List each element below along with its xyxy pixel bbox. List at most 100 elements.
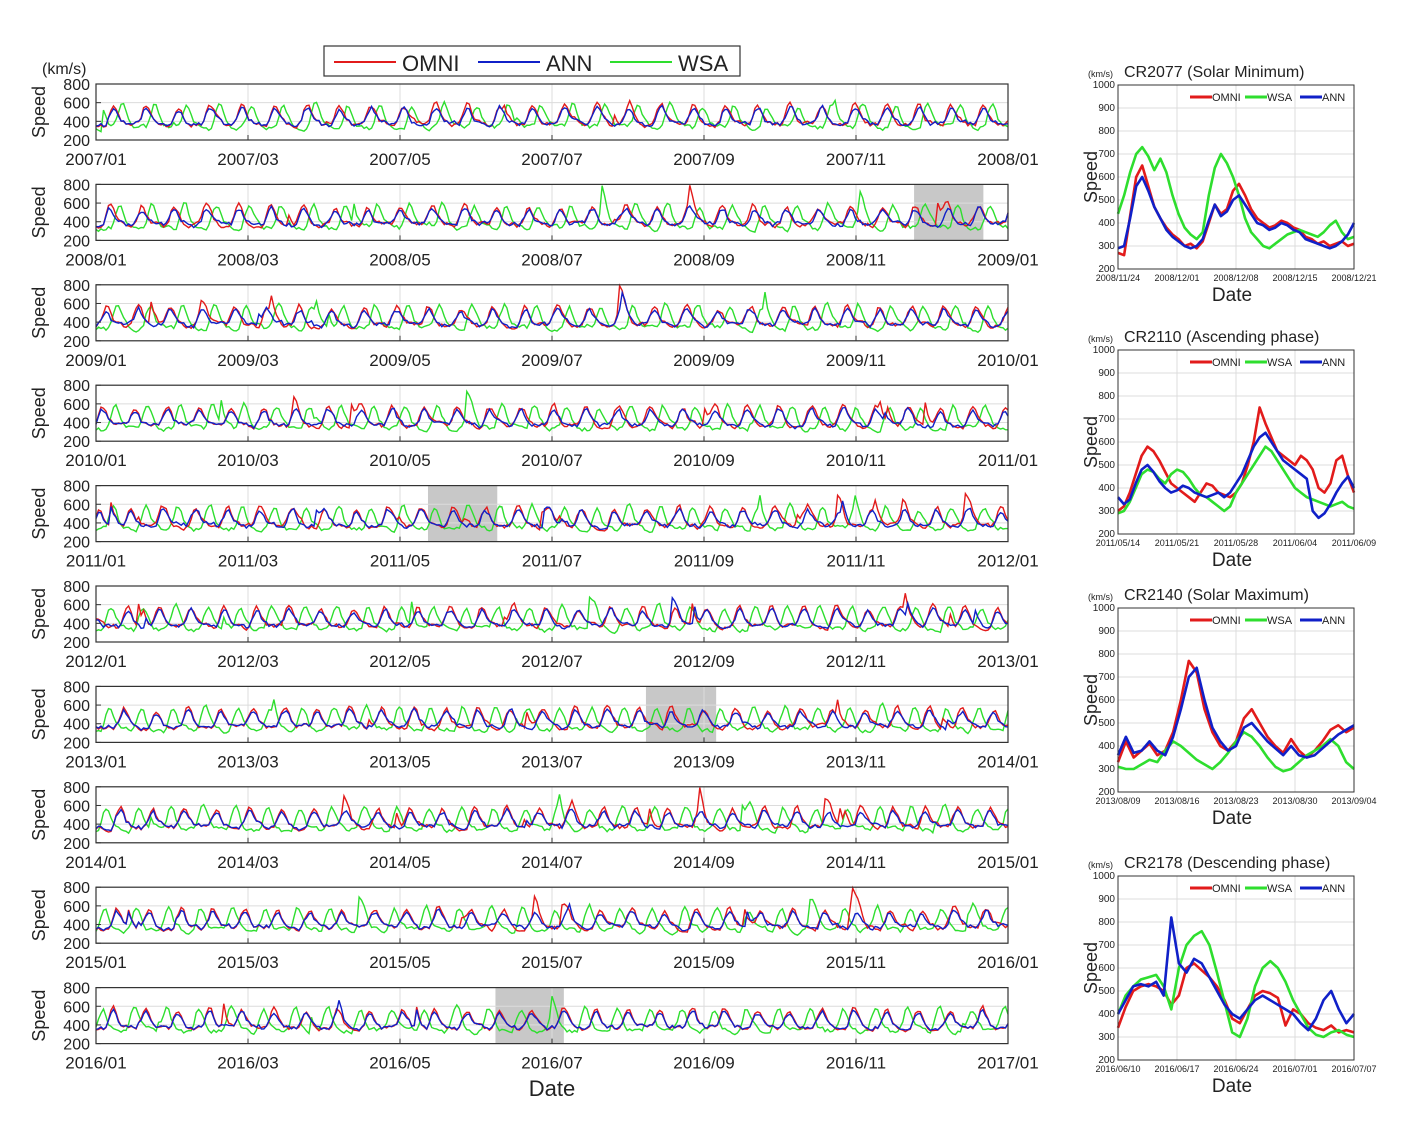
side-x-tick-label: 2011/06/04 [1273,538,1317,548]
x-tick-label: 2015/01 [65,953,126,972]
y-tick-label: 400 [63,315,90,332]
y-tick-label: 800 [63,579,90,596]
side-y-tick-label: 700 [1098,940,1115,951]
y-tick-label: 600 [63,999,90,1016]
side-series-ann [1116,916,1356,1032]
side-panel-1: 2008/11/24 2008/12/01 2008/12/08 2008/12/15… [1081,64,1377,306]
side-y-tick-label: 1000 [1093,603,1116,614]
side-y-tick-label: 200 [1098,1055,1115,1066]
shaded-interval [427,485,498,542]
side-y-tick-label: 900 [1098,894,1115,905]
side-x-tick-label: 2008/11/24 [1096,273,1140,283]
side-legend-label-ann: ANN [1322,92,1345,104]
side-y-tick-label: 1000 [1093,345,1116,356]
side-y-tick-label: 700 [1098,672,1115,683]
side-y-tick-label: 1000 [1093,80,1116,91]
series-ann-2010 [95,406,1009,430]
side-unit-label: (km/s) [1088,69,1113,79]
side-series-omni [1116,962,1355,1034]
x-tick-label: 2008/01 [65,250,126,269]
y-tick-label: 400 [63,717,90,734]
x-tick-label: 2014/03 [217,853,278,872]
side-series-wsa [1117,730,1355,773]
series-ann-2014 [95,807,1009,832]
side-x-tick-label: 2016/07/07 [1331,1064,1376,1074]
x-tick-label: 2012/03 [217,652,278,671]
side-y-tick-label: 400 [1098,741,1115,752]
side-panel-2: 2011/05/14 2011/05/21 2011/05/28 2011/06/04… [1081,329,1376,571]
main-x-axis-label: Date [529,1076,575,1101]
side-x-tick-label: 2011/05/14 [1096,538,1140,548]
side-series-ann [1117,431,1356,520]
side-y-tick-label: 500 [1098,986,1115,997]
series-ann-2013 [95,707,1009,732]
y-tick-label: 800 [63,479,90,496]
y-tick-label: 600 [63,698,90,715]
side-y-tick-label: 400 [1098,1009,1115,1020]
y-tick-label: 600 [63,899,90,916]
y-axis-label: Speed [29,488,49,540]
y-tick-label: 400 [63,215,90,232]
side-x-tick-label: 2016/07/01 [1272,1064,1317,1074]
side-y-tick-label: 900 [1098,368,1115,379]
y-axis-label: Speed [29,86,49,138]
y-tick-label: 800 [63,278,90,295]
side-frame [1117,607,1355,793]
series-wsa-2009 [95,291,1009,334]
x-tick-label: 2014/01 [977,752,1038,771]
side-x-tick-label: 2016/06/17 [1154,1064,1199,1074]
x-tick-label: 2013/09 [673,752,734,771]
side-y-tick-label: 900 [1098,626,1115,637]
y-tick-label: 800 [63,880,90,897]
series-ann-2009 [95,290,1009,330]
x-tick-label: 2014/01 [65,853,126,872]
y-tick-label: 400 [63,918,90,935]
side-series-ann [1116,666,1355,759]
y-tick-label: 600 [63,598,90,615]
side-y-tick-label: 300 [1098,764,1115,775]
x-tick-label: 2007/11 [826,150,886,169]
side-y-tick-label: 700 [1098,414,1115,425]
side-x-tick-label: 2011/05/21 [1155,538,1199,548]
series-wsa-2015 [95,895,1009,937]
side-title: CR2077 (Solar Minimum) [1124,64,1305,81]
x-tick-label: 2011/05 [370,552,430,571]
side-y-tick-label: 200 [1098,787,1115,798]
series-ann-2007 [95,104,1009,128]
series-ann-2012 [95,595,1009,630]
side-legend-label-ann: ANN [1322,615,1345,627]
x-tick-label: 2009/07 [521,351,582,370]
y-tick-label: 600 [63,96,90,113]
x-tick-label: 2013/01 [977,652,1038,671]
x-tick-label: 2016/11 [826,1054,886,1073]
y-tick-label: 200 [63,535,90,552]
x-tick-label: 2012/05 [369,652,430,671]
y-tick-label: 200 [63,735,90,752]
side-series-ann [1117,175,1356,250]
x-tick-label: 2014/05 [369,853,430,872]
x-tick-label: 2015/09 [673,953,734,972]
legend-label-ann: ANN [546,51,592,76]
x-tick-label: 2009/01 [977,250,1038,269]
x-tick-label: 2010/11 [826,451,886,470]
y-axis-label: Speed [29,789,49,841]
side-title: CR2140 (Solar Maximum) [1124,587,1309,604]
x-tick-label: 2007/05 [369,150,430,169]
x-tick-label: 2016/01 [65,1054,126,1073]
series-wsa-2011 [95,495,1008,534]
y-tick-label: 800 [63,679,90,696]
x-tick-label: 2007/07 [521,150,582,169]
side-series-wsa [1116,929,1355,1039]
x-tick-label: 2015/03 [217,953,278,972]
x-tick-label: 2012/11 [826,652,886,671]
y-tick-label: 600 [63,798,90,815]
side-x-axis-label: Date [1212,550,1252,571]
side-x-tick-label: 2008/12/08 [1213,273,1258,283]
y-tick-label: 200 [63,836,90,853]
y-tick-label: 200 [63,1037,90,1054]
